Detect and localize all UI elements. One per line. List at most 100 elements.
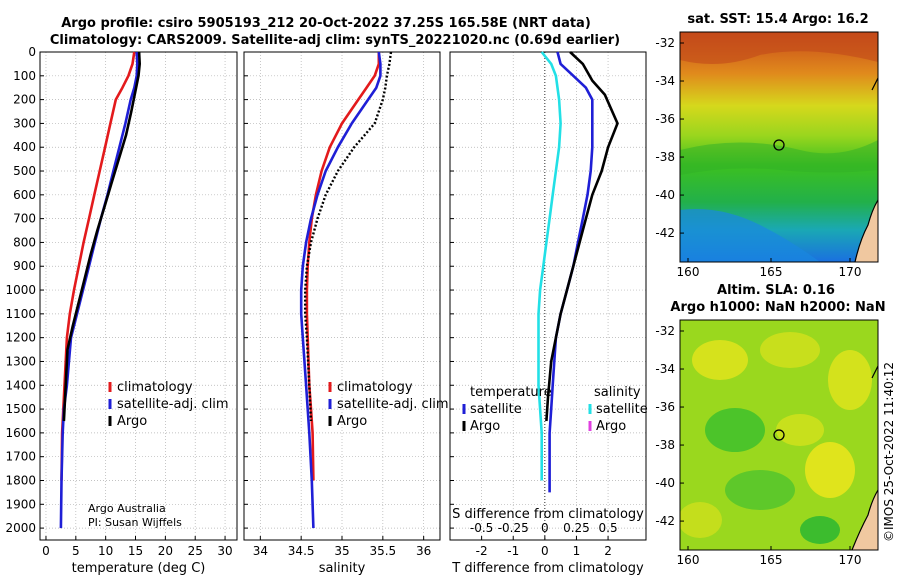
y-tick-label: 100 [13,69,36,83]
map-y-tick-label: -42 [655,226,675,240]
x-tick-label: 36 [416,544,431,558]
series-line-t-argo [545,51,619,422]
x-axis-label: T difference from climatology [451,561,644,576]
legend-label: satellite [596,402,648,417]
map-x-tick-label: 170 [839,265,862,279]
y-tick-label: 1300 [5,354,36,368]
series-line-satellite-adj-clim [299,51,382,529]
y-tick-label: 700 [13,212,36,226]
plot-frame [449,51,647,541]
sst-map-axes: 160 165 170 -32 -34 -36 -38 -40 -42 [655,36,861,279]
imos-stamp: ©IMOS 25-Oct-2022 11:40:12 [882,362,896,542]
x-tick-label: 35 [334,544,349,558]
y-tick-label: 200 [13,93,36,107]
y-tick-label: 800 [13,235,36,249]
map-y-tick-label: -36 [655,400,675,414]
main-title-line2: Climatology: CARS2009. Satellite-adj cli… [50,33,620,48]
y-tick-label: 1100 [5,307,36,321]
x-tick-label: 35.5 [369,544,396,558]
secondary-tick-label: 0.25 [563,521,590,535]
secondary-tick-label: 0.5 [599,521,618,535]
secondary-tick-label: -0.25 [498,521,529,535]
secondary-axis-label: S difference from climatology [452,507,644,522]
x-tick-label: 2 [604,544,612,558]
x-tick-label: 20 [158,544,173,558]
map-x-tick-label: 160 [677,265,700,279]
x-tick-label: 34 [253,544,268,558]
x-tick-label: 25 [188,544,203,558]
legend-label: Argo [470,419,500,434]
x-tick-label: 15 [128,544,143,558]
y-tick-label: 1900 [5,497,36,511]
map-y-tick-label: -32 [655,324,675,338]
map-y-tick-label: -32 [655,36,675,50]
y-tick-label: 1500 [5,402,36,416]
credit-line1: Argo Australia [88,502,166,515]
legend-label: Argo [337,414,367,429]
sla-argo-marker [773,429,785,441]
x-tick-label: -1 [507,544,519,558]
map-x-tick-label: 160 [677,553,700,567]
secondary-tick-label: -0.5 [470,521,493,535]
series-line-t-satellite [548,51,594,493]
y-tick-label: 1200 [5,331,36,345]
x-tick-label: 30 [217,544,232,558]
plot-frame [39,51,238,541]
map-y-tick-label: -38 [655,438,675,452]
y-tick-label: 1800 [5,473,36,487]
legend-title-salinity: salinity [594,385,641,400]
sla-map [680,320,878,550]
y-tick-label: 600 [13,188,36,202]
series-line-argo [304,51,393,422]
sst-map-title: sat. SST: 15.4 Argo: 16.2 [687,12,868,27]
map-x-tick-label: 165 [760,265,783,279]
sla-map-title-line2: Argo h1000: NaN h2000: NaN [670,300,885,315]
map-y-tick-label: -34 [655,74,675,88]
x-tick-label: 1 [573,544,581,558]
x-tick-label: -2 [476,544,488,558]
legend-label: satellite-adj. clim [117,397,229,412]
legend-title-temperature: temperature [470,385,552,400]
sst-map-frame [679,31,879,263]
sla-map-frame [679,319,879,551]
y-tick-label: 2000 [5,521,36,535]
x-tick-label: 0 [541,544,549,558]
map-y-tick-label: -38 [655,150,675,164]
map-y-tick-label: -34 [655,362,675,376]
map-y-tick-label: -36 [655,112,675,126]
x-tick-label: 34.5 [288,544,315,558]
salinity-panel: 34 34.5 35 35.5 36 salinity climatology satelli… [243,51,449,576]
y-tick-label: 1000 [5,283,36,297]
y-tick-label: 500 [13,164,36,178]
x-tick-label: 0 [42,544,50,558]
map-x-tick-label: 165 [760,553,783,567]
series-line-argo [62,51,141,422]
y-tick-label: 400 [13,140,36,154]
plot-area [40,52,237,540]
legend-label: satellite-adj. clim [337,397,449,412]
credit-line2: PI: Susan Wijffels [88,516,182,529]
legend-label: satellite [470,402,522,417]
difference-panel: -2 -1 0 1 2 T difference from climatology -0.5… [449,51,648,576]
map-y-tick-label: -42 [655,514,675,528]
map-x-tick-label: 170 [839,553,862,567]
y-tick-label: 300 [13,116,36,130]
x-tick-label: 5 [72,544,80,558]
x-tick-label: 10 [98,544,113,558]
map-y-tick-label: -40 [655,188,675,202]
legend-label: climatology [117,380,193,395]
y-tick-label: 1600 [5,426,36,440]
y-tick-label: 1700 [5,450,36,464]
y-tick-label: 900 [13,259,36,273]
temperature-panel: 0 100 200 300 400 500 600 700 800 900 1000 1100 1200… [5,45,238,576]
x-axis-label: temperature (deg C) [72,561,206,576]
sst-argo-marker [773,139,785,151]
secondary-tick-label: 0 [541,521,549,535]
series-line-s-satellite [537,51,562,481]
sla-map-axes: 160 165 170 -32 -34 -36 -38 -40 -42 [655,324,861,567]
y-tick-label: 1400 [5,378,36,392]
main-title-line1: Argo profile: csiro 5905193_212 20-Oct-2… [61,16,591,31]
x-axis-label: salinity [319,561,366,576]
legend-label: Argo [117,414,147,429]
